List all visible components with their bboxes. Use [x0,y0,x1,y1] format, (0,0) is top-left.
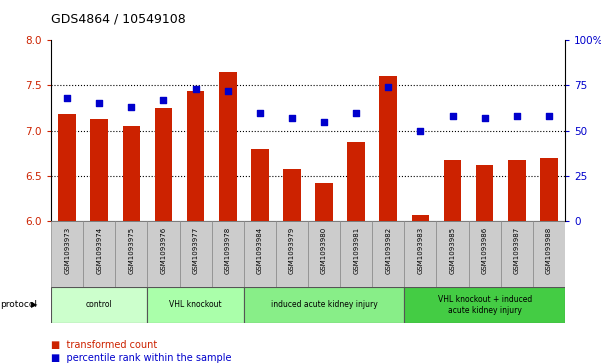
Text: VHL knockout: VHL knockout [169,301,222,309]
Bar [340,221,372,287]
Bar [51,287,147,323]
Bar [283,169,300,221]
Point [383,84,393,90]
Bar [316,183,333,221]
Bar [372,221,404,287]
Bar [147,221,180,287]
Bar [244,287,404,323]
Point [480,115,489,121]
Text: GSM1093982: GSM1093982 [385,227,391,274]
Point [544,113,554,119]
Bar [404,287,565,323]
Text: GDS4864 / 10549108: GDS4864 / 10549108 [51,12,186,25]
Text: GSM1093978: GSM1093978 [225,227,231,274]
Bar [187,91,204,221]
Bar [154,108,172,221]
Text: ▶: ▶ [31,301,38,309]
Text: GSM1093976: GSM1093976 [160,227,166,274]
Bar [308,221,340,287]
Bar [83,221,115,287]
Bar [444,160,462,221]
Point [512,113,522,119]
Text: GSM1093986: GSM1093986 [481,227,487,274]
Point [191,86,200,92]
Text: ■  transformed count: ■ transformed count [51,340,157,350]
Bar [379,76,397,221]
Point [448,113,457,119]
Bar [540,158,558,221]
Text: GSM1093979: GSM1093979 [289,227,295,274]
Bar [51,221,83,287]
Bar [508,160,526,221]
Text: GSM1093974: GSM1093974 [96,227,102,274]
Text: protocol: protocol [1,301,38,309]
Bar [115,221,147,287]
Text: induced acute kidney injury: induced acute kidney injury [270,301,377,309]
Text: VHL knockout + induced
acute kidney injury: VHL knockout + induced acute kidney inju… [438,295,532,315]
Bar [147,287,244,323]
Bar [404,221,436,287]
Bar [412,215,429,221]
Bar [123,126,140,221]
Bar [219,72,237,221]
Point [287,115,297,121]
Bar [180,221,212,287]
Text: GSM1093985: GSM1093985 [450,227,456,274]
Bar [212,221,244,287]
Bar [533,221,565,287]
Text: GSM1093983: GSM1093983 [418,227,424,274]
Bar [347,142,365,221]
Bar [244,221,276,287]
Point [159,97,168,103]
Text: ■  percentile rank within the sample: ■ percentile rank within the sample [51,353,231,363]
Point [127,104,136,110]
Text: control: control [86,301,112,309]
Point [319,119,329,125]
Bar [251,149,269,221]
Bar [276,221,308,287]
Bar [476,165,493,221]
Text: GSM1093984: GSM1093984 [257,227,263,274]
Bar [436,221,469,287]
Text: GSM1093988: GSM1093988 [546,227,552,274]
Bar [501,221,533,287]
Point [94,101,104,106]
Text: GSM1093981: GSM1093981 [353,227,359,274]
Text: GSM1093987: GSM1093987 [514,227,520,274]
Point [63,95,72,101]
Bar [58,114,76,221]
Point [255,110,264,115]
Text: GSM1093975: GSM1093975 [129,227,135,274]
Bar [469,221,501,287]
Text: GSM1093977: GSM1093977 [192,227,198,274]
Point [352,110,361,115]
Point [416,128,426,134]
Point [223,88,233,94]
Bar [90,119,108,221]
Text: GSM1093973: GSM1093973 [64,227,70,274]
Text: GSM1093980: GSM1093980 [321,227,327,274]
